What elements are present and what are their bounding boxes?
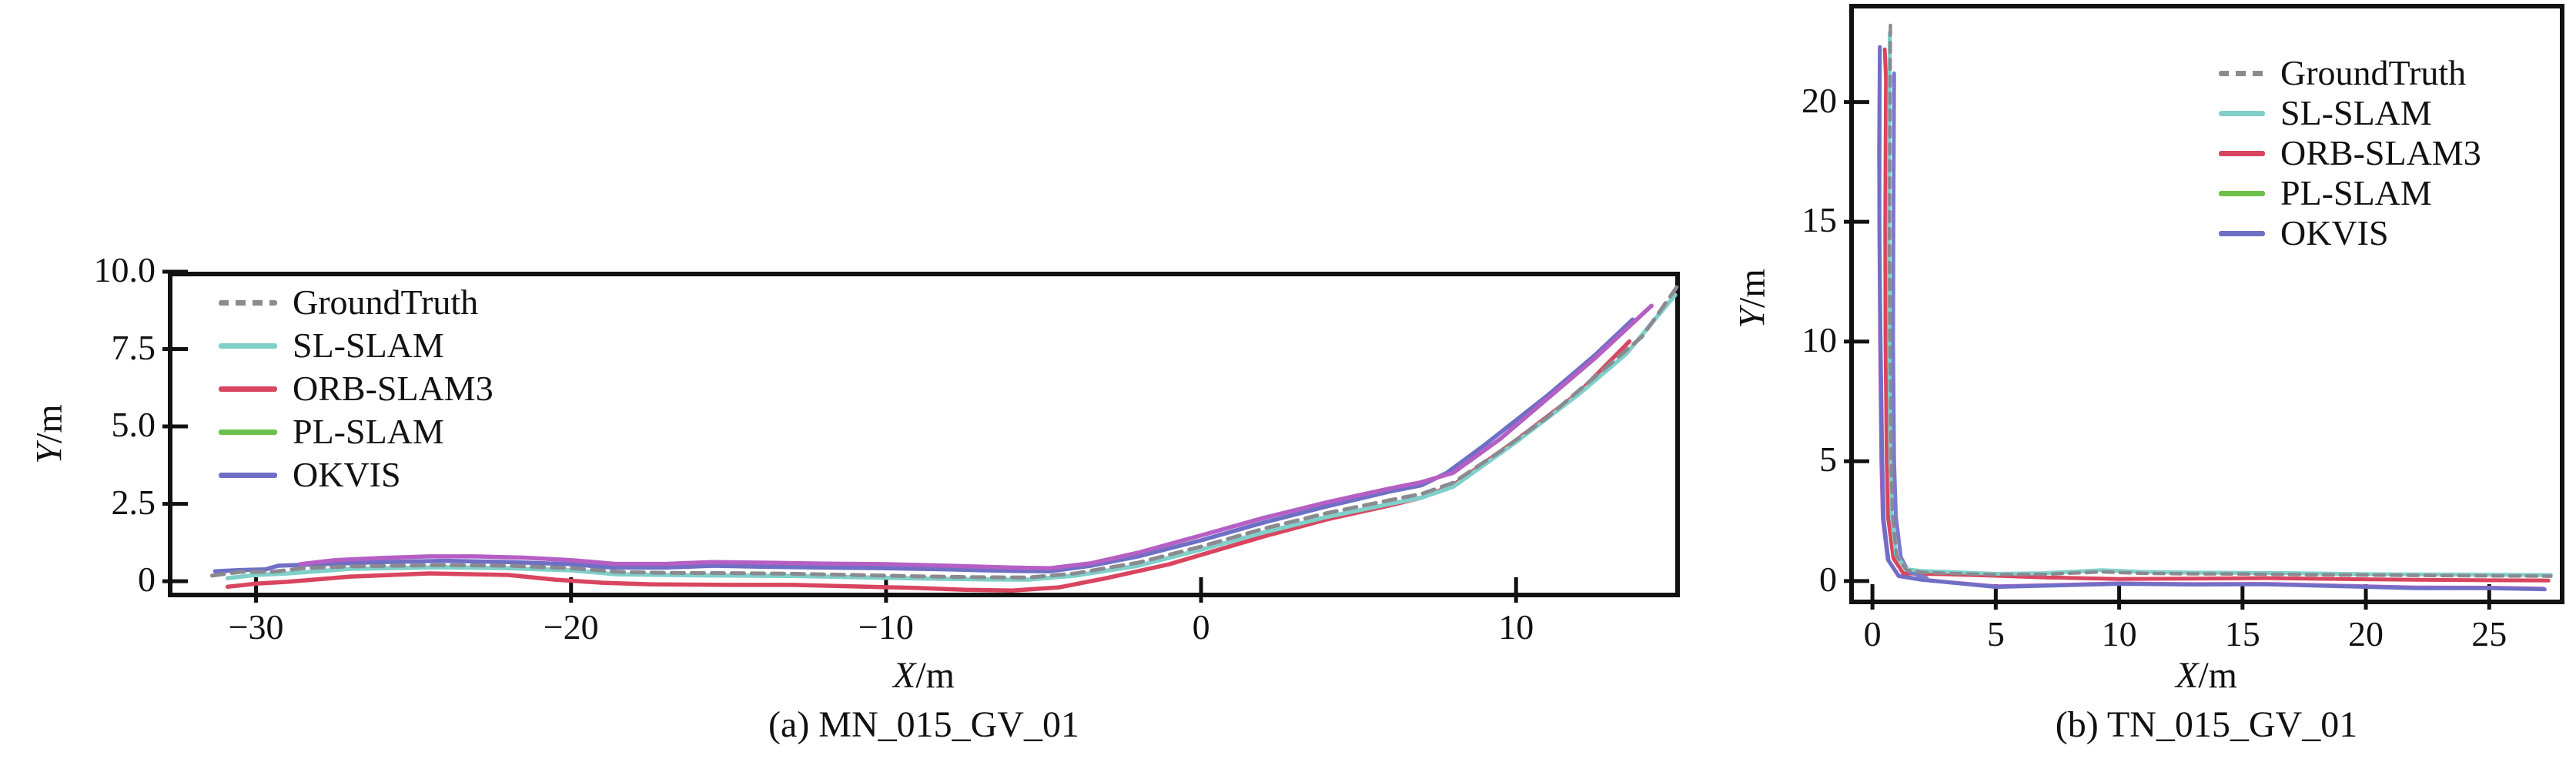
x-tick-label: 20 [2348,614,2384,653]
x-tick-label: 0 [1192,607,1210,647]
y-tick-label: 5 [1819,439,1837,480]
plot-a-caption: (a) MN_015_GV_01 [768,704,1079,745]
plot-frame [1849,4,2564,604]
x-axis-unit: /m [2198,655,2237,696]
plot-b-x-axis-label: X/m [2176,654,2237,697]
legend-label: GroundTruth [2280,53,2467,92]
y-axis-unit: /m [28,404,70,443]
legend-item-okvis: OKVIS [219,455,493,495]
y-axis-letter: Y [1731,307,1773,329]
sl-slam-line [225,292,1678,582]
legend-item-pl-slam: PL-SLAM [2219,173,2481,213]
x-tick-label: 5 [1986,614,2005,653]
okvis-return-line [1891,71,1929,580]
legend-item-orb-slam3: ORB-SLAM3 [2219,133,2481,173]
plot-a-y-axis-label: Y/m [28,404,71,463]
x-tick-label: −20 [543,607,599,647]
legend-swatch-sl-slam [219,343,277,349]
y-tick-label: 10 [1802,319,1837,359]
y-tick-label: 10.0 [93,250,156,289]
legend-label: GroundTruth [293,282,479,322]
x-axis-letter: X [893,655,916,696]
legend-item-pl-slam: PL-SLAM [219,412,493,452]
y-tick-label: 5.0 [111,405,156,445]
plot-frame [168,272,1680,597]
legend-swatch-orb-slam3 [2219,150,2265,156]
legend-swatch-pl-slam [219,429,277,435]
x-tick-label: −30 [228,607,284,647]
x-tick-label: 10 [1498,607,1534,647]
ground-truth-line [209,285,1679,580]
y-tick-label: 0 [138,560,156,600]
y-tick-label: 7.5 [111,327,156,367]
plot-b-canvas [1844,4,2564,610]
plot-b-y-axis-label: Y/m [1731,269,1774,328]
plot-b-caption: (b) TN_015_GV_01 [2055,704,2358,745]
legend-item-okvis: OKVIS [2219,213,2481,253]
legend-swatch-okvis [219,472,277,478]
ground-truth-line [1887,23,2553,578]
legend-swatch-sl-slam [2219,110,2265,116]
legend-label: OKVIS [2280,213,2389,252]
y-tick-label: 20 [1802,80,1837,120]
orb-slam3-line [1882,47,2551,583]
x-tick-label: 15 [2224,614,2260,653]
pl-slam-line [298,303,1654,570]
y-axis-letter: Y [28,443,70,464]
legend-swatch-orb-slam3 [219,386,277,392]
plot-a-x-axis-label: X/m [893,654,955,697]
legend-label: PL-SLAM [293,412,444,451]
plot-a-legend: GroundTruth SL-SLAM ORB-SLAM3 PL-SLAM OKVIS [219,282,493,495]
okvis-line [1877,45,2547,592]
legend-label: SL-SLAM [293,326,444,365]
x-axis-unit: /m [915,655,955,696]
plot-b-legend: GroundTruth SL-SLAM ORB-SLAM3 PL-SLAM OKVIS [2219,53,2481,253]
x-tick-label: 10 [2101,614,2137,653]
legend-label: SL-SLAM [2280,93,2432,132]
y-tick-label: 15 [1802,200,1837,240]
okvis-line [212,317,1635,573]
legend-item-sl-slam: SL-SLAM [219,326,493,366]
legend-item-orb-slam3: ORB-SLAM3 [219,369,493,409]
x-tick-label: −10 [858,607,914,647]
x-tick-label: 0 [1863,614,1882,653]
legend-label: PL-SLAM [2280,173,2432,212]
legend-label: ORB-SLAM3 [293,369,493,408]
legend-item-sl-slam: SL-SLAM [2219,93,2481,133]
x-axis-letter: X [2176,655,2199,696]
legend-swatch-okvis [2219,230,2265,236]
legend-label: ORB-SLAM3 [2280,133,2481,172]
legend-swatch-ground-truth [2219,70,2265,76]
x-tick-label: 25 [2471,614,2507,653]
y-tick-label: 2.5 [111,482,156,522]
y-axis-unit: /m [1731,269,1773,308]
y-tick-label: 0 [1819,559,1837,599]
legend-label: OKVIS [293,455,401,494]
plot-a: GroundTruth SL-SLAM ORB-SLAM3 PL-SLAM OKVIS … [94,251,1680,647]
legend-swatch-ground-truth [219,299,277,306]
legend-item-ground-truth: GroundTruth [2219,53,2481,93]
legend-swatch-pl-slam [2219,190,2265,196]
plot-b: GroundTruth SL-SLAM ORB-SLAM3 PL-SLAM OKVIS … [1802,4,2564,653]
plot-a-canvas [162,269,1680,603]
legend-item-ground-truth: GroundTruth [219,282,493,323]
